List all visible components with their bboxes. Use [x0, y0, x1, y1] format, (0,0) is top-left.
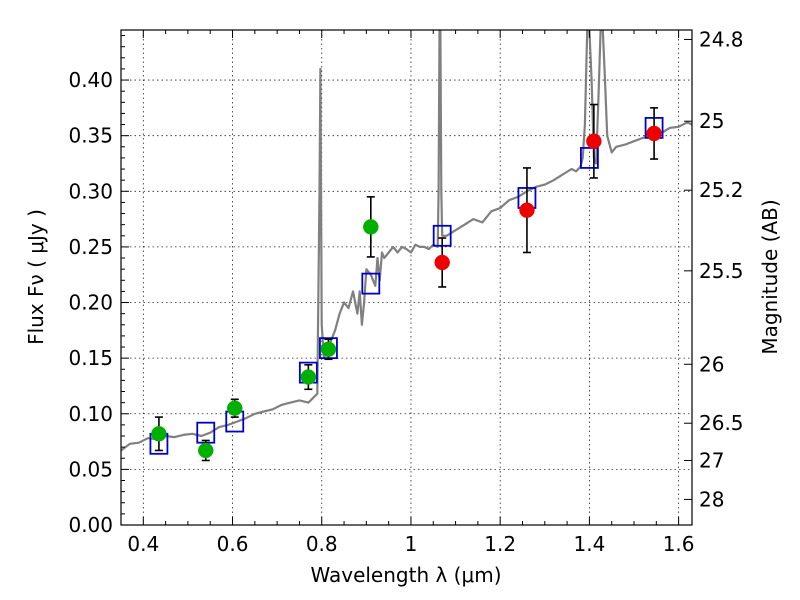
green-data-point [300, 369, 317, 385]
y-tick-label: 0.25 [68, 235, 113, 259]
y-tick-label: 0.15 [68, 346, 113, 370]
x-tick-label: 0.6 [217, 532, 249, 556]
y2-axis-title: Magnitude (AB) [758, 199, 782, 354]
grid [121, 30, 692, 525]
green-data-point [198, 442, 214, 459]
y-tick-label: 0.35 [68, 124, 113, 148]
red-data-point [519, 202, 535, 218]
y-tick-label: 0.05 [68, 457, 113, 481]
spectrum-layer [121, 30, 692, 452]
marker-layer [149, 103, 664, 462]
y-tick-label: 0.10 [68, 402, 113, 426]
y-axis-title: Flux Fν ( μJy ) [24, 209, 48, 345]
x-tick-label: 1.4 [573, 532, 605, 556]
y-tick-label: 0.40 [68, 68, 113, 92]
y2-tick-label: 28 [699, 487, 724, 511]
y2-tick-label: 27 [699, 448, 724, 472]
red-data-point [434, 254, 450, 271]
x-tick-label: 1.2 [484, 532, 516, 556]
green-data-point [227, 400, 243, 416]
x-axis-title: Wavelength λ (μm) [310, 563, 501, 587]
green-data-point [151, 426, 167, 442]
y2-tick-label: 24.8 [699, 27, 744, 51]
y2-tick-label: 26.5 [699, 411, 744, 435]
x-tick-label: 0.8 [306, 532, 338, 556]
model-square-marker [361, 272, 381, 295]
y2-tick-label: 25.2 [699, 178, 744, 202]
red-data-point [586, 133, 602, 149]
y2-tick-label: 25 [699, 109, 724, 133]
y-tick-label: 0.30 [68, 179, 113, 203]
tick-layer: 0.4 0.6 0.8 1 1.2 1.4 1.6 0.00 0.05 0.10 0.15 0.20 0… [68, 27, 743, 556]
y2-tick-label: 26 [699, 352, 724, 376]
y2-tick-label: 25.5 [699, 259, 744, 283]
spectrum-line [121, 30, 692, 452]
x-tick-label: 0.4 [127, 532, 159, 556]
red-data-point [646, 125, 662, 142]
x-tick-label: 1 [405, 532, 418, 556]
model-square-marker [579, 147, 599, 169]
x-tick-label: 1.6 [663, 532, 695, 556]
y-tick-label: 0.20 [68, 291, 113, 315]
green-data-point [363, 219, 379, 235]
plot-frame [120, 29, 693, 526]
y-tick-label: 0.00 [68, 513, 113, 537]
green-data-point [320, 341, 337, 357]
